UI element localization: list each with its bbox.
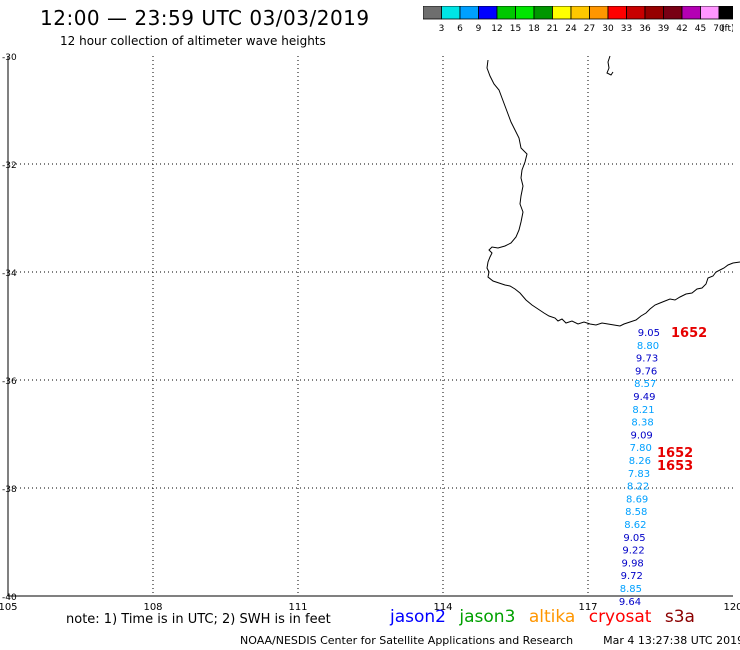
lon-tick-label: 120 [723,602,740,613]
colorbar-tick-label: 27 [584,24,595,34]
footer-center: NOAA/NESDIS Center for Satellite Applica… [240,634,574,647]
swh-value: 8.85 [620,584,642,595]
swh-value: 9.49 [633,392,655,403]
colorbar-tick-label: 24 [565,24,577,34]
colorbar-tick-label: 39 [658,24,670,34]
legend-jason2: jason2 [390,607,446,627]
map-title: 12:00 — 23:59 UTC 03/03/2019 [40,6,370,30]
lon-tick-label: 114 [433,602,452,613]
lon-tick-label: 105 [0,602,18,613]
swh-value: 9.22 [622,546,644,557]
swh-value: 8.22 [627,482,649,493]
units-note: note: 1) Time is in UTC; 2) SWH is in fe… [66,612,331,627]
swh-value: 9.98 [622,558,644,569]
colorbar-tick-label: 18 [528,24,540,34]
legend-cryosat: cryosat [588,607,652,627]
swh-value: 8.62 [624,520,646,531]
legend-jason3: jason3 [459,607,516,627]
colorbar-tick-label: 12 [491,24,502,34]
colorbar-tick-label: 33 [621,24,632,34]
footer-timestamp: Mar 4 13:27:38 UTC 2019 [603,634,740,647]
colorbar-tick-label: 21 [547,24,558,34]
lat-tick-label: -38 [2,485,17,495]
lon-tick-label: 111 [288,602,307,613]
lat-tick-label: -36 [2,377,17,387]
swh-value: 8.58 [625,507,647,518]
swh-value: 8.69 [626,494,648,505]
colorbar-tick-label: 30 [602,24,614,34]
legend-s3a: s3a [664,607,695,627]
satellite-legend: jason2 jason3 altika cryosat s3a [390,607,703,627]
swh-value: 9.05 [623,533,645,544]
swh-value: 8.26 [629,456,651,467]
swh-value: 8.57 [634,379,656,390]
swh-value: 9.73 [636,354,658,365]
colorbar-tick-label: 9 [476,24,482,34]
observation-track: 9.05 8.80 9.739.76 8.57 9.49 8.21 8.389.09 7.80… [619,328,660,608]
legend-altika: altika [528,607,576,627]
colorbar-tick-label: 45 [695,24,706,34]
island-outline [606,55,614,76]
swh-value: 8.80 [637,341,659,352]
colorbar-tick-label: 70 [713,24,725,34]
swh-value: 9.64 [619,597,641,608]
colorbar-tick-label: 3 [439,24,445,34]
pass-time-label: 1653 [657,459,693,474]
swh-value: 9.09 [631,430,653,441]
map-subtitle: 12 hour collection of altimeter wave hei… [60,34,326,48]
footer-credit: NOAA/NESDIS Center for Satellite Applica… [240,634,740,647]
colorbar-tick-label: 6 [457,24,463,34]
lon-tick-label: 108 [143,602,162,613]
colorbar-tick-label: (ft) [721,24,733,34]
lon-tick-label: 117 [578,602,597,613]
lat-tick-label: -40 [2,593,17,603]
swh-value: 9.05 [638,328,660,339]
colorbar-tick-label: 42 [676,24,687,34]
swh-value: 7.80 [630,443,652,454]
lat-tick-label: -30 [2,53,17,63]
lat-tick-label: -34 [2,269,17,279]
pass-time-label: 1652 [671,326,707,341]
swh-value: 7.83 [628,469,650,480]
swh-value: 8.21 [632,405,654,416]
colorbar-tick-label: 15 [510,24,521,34]
pass-time-label: 1652 [657,446,693,461]
colorbar-tick-label: 36 [639,24,651,34]
swh-value: 9.72 [621,571,643,582]
graticule: 105 108 111 114 117 120 -30 -32 -34 -36 -38 -40 [0,53,740,613]
lat-tick-label: -32 [2,161,17,171]
swh-value: 8.38 [631,418,653,429]
coastline [486,59,740,327]
colorbar-swatch [718,6,733,20]
swh-value: 9.76 [635,366,657,377]
